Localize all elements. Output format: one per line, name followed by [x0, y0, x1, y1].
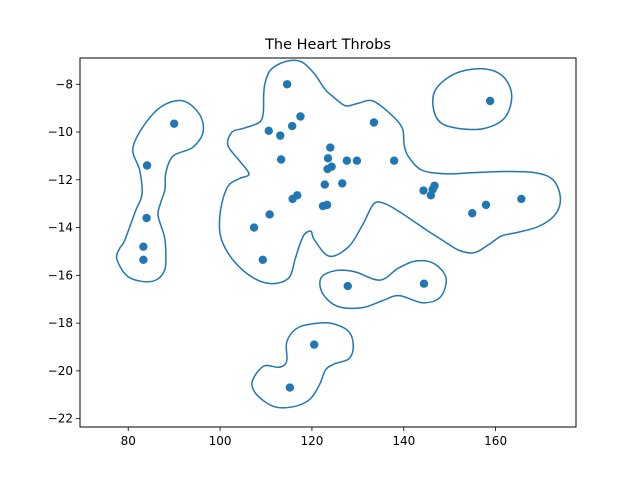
data-point-17 — [389, 156, 399, 165]
data-point-36 — [258, 255, 267, 265]
data-point-15 — [342, 156, 352, 165]
data-point-30 — [468, 209, 477, 218]
data-point-34 — [139, 242, 148, 251]
data-point-32 — [265, 210, 274, 219]
data-point-29 — [517, 194, 526, 204]
data-point-18 — [320, 180, 329, 189]
data-point-38 — [419, 279, 429, 288]
data-point-40 — [285, 383, 295, 392]
y-tick-label: −20 — [48, 364, 73, 378]
data-point-12 — [323, 154, 333, 163]
data-point-25 — [288, 194, 297, 204]
contour-1 — [115, 99, 205, 283]
data-point-28 — [481, 200, 491, 210]
chart-title: The Heart Throbs — [264, 37, 391, 53]
data-point-8 — [369, 118, 379, 127]
x-tick-label: 120 — [300, 434, 323, 448]
data-point-27 — [318, 201, 328, 211]
y-tick-label: −22 — [48, 412, 73, 426]
data-point-1 — [282, 80, 292, 89]
point-layer — [139, 80, 526, 392]
data-point-16 — [352, 156, 362, 165]
data-point-39 — [310, 340, 319, 349]
data-point-4 — [264, 126, 273, 136]
data-point-7 — [296, 112, 305, 121]
y-tick-label: −16 — [48, 268, 73, 282]
data-point-22 — [419, 186, 428, 195]
x-tick-label: 140 — [392, 434, 415, 448]
data-point-35 — [139, 255, 148, 265]
contour-4 — [319, 259, 448, 310]
data-point-5 — [276, 131, 285, 140]
data-point-19 — [338, 179, 347, 188]
x-tick-label: 160 — [484, 434, 507, 448]
data-point-3 — [485, 96, 495, 106]
contour-5 — [251, 321, 355, 409]
plot-frame — [79, 57, 577, 428]
y-tick-label: −12 — [48, 173, 73, 187]
contour-3 — [218, 59, 562, 285]
data-point-11 — [326, 143, 335, 152]
contour-layer — [115, 59, 562, 409]
y-tick-label: −8 — [55, 77, 73, 91]
data-point-14 — [327, 162, 336, 171]
x-tick-label: 80 — [121, 434, 136, 448]
data-point-2 — [169, 119, 179, 128]
data-point-31 — [142, 213, 151, 223]
y-tick-label: −10 — [48, 125, 73, 139]
data-point-10 — [276, 155, 286, 164]
data-point-33 — [249, 223, 259, 232]
data-point-6 — [287, 121, 297, 131]
contour-2 — [431, 67, 513, 131]
data-point-9 — [142, 161, 152, 170]
data-point-37 — [343, 281, 352, 291]
data-point-23 — [426, 191, 436, 200]
y-tick-label: −14 — [48, 221, 73, 235]
y-tick-label: −18 — [48, 316, 73, 330]
axis-layer: 80 100 120 140 160 −8 −10 −12 −14 −16 −18 −20 −22 — [48, 77, 507, 448]
x-tick-label: 100 — [209, 434, 232, 448]
